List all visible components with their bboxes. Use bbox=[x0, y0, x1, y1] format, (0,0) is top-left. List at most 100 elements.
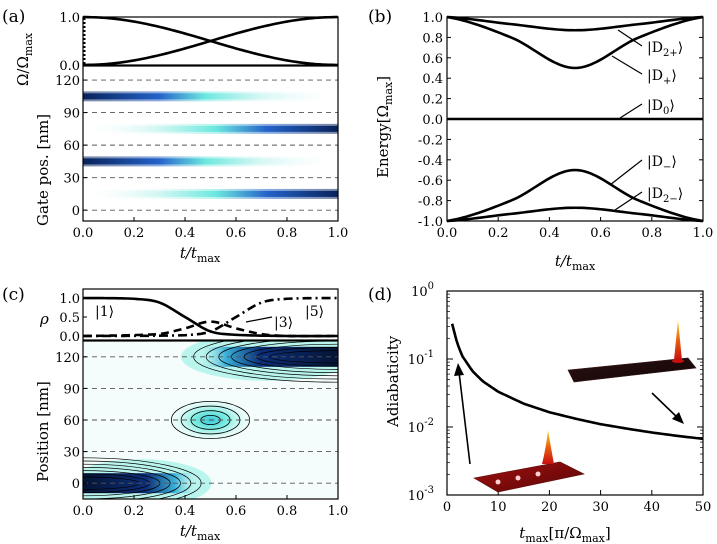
b-ket-3-sub: − bbox=[663, 162, 671, 173]
d-inset-lower-plane bbox=[473, 461, 585, 493]
c-blob-0-contour-6 bbox=[83, 460, 192, 499]
a-xtick-label-1: 0.2 bbox=[124, 226, 145, 241]
b-xlabel-main: t/t bbox=[555, 252, 573, 270]
b-ytick-label-4: 0.2 bbox=[422, 93, 443, 108]
b-ket-0-end: ⟩ bbox=[678, 40, 683, 56]
b-ytick-label-3: 0.4 bbox=[422, 72, 443, 87]
panel-c-label: (c) bbox=[2, 285, 25, 305]
b-ket-4-main: |D bbox=[647, 186, 663, 202]
c-bottom-xticks: 0.0 0.2 0.4 0.6 0.8 1.0 bbox=[73, 495, 349, 519]
panel-c-top-chart: 1.0 0.5 0.0 |1⟩ |3⟩ |5⟩ ρ bbox=[39, 288, 339, 345]
a-bottom-yticks: 120 90 60 30 0 bbox=[55, 74, 87, 219]
b-ytick-label-8: -0.6 bbox=[418, 174, 443, 189]
d-xtick-label-2: 20 bbox=[541, 500, 558, 515]
a-xlabel: t/tmax bbox=[180, 244, 221, 265]
panel-b-label: (b) bbox=[368, 7, 392, 27]
c-ket-3-pointer bbox=[245, 316, 273, 323]
c-top-ytick-label-0: 1.0 bbox=[59, 292, 80, 307]
b-xtick-label-3: 0.6 bbox=[590, 226, 611, 241]
d-inset-lower-bump-1 bbox=[495, 479, 501, 485]
c-bottom-blobs bbox=[83, 341, 338, 499]
b-ytick-label-10: -1.0 bbox=[418, 215, 443, 230]
b-ket-0-sub: 2+ bbox=[663, 48, 678, 59]
b-series-4 bbox=[446, 206, 704, 223]
c-xtick-label-5: 1.0 bbox=[328, 504, 349, 519]
a-band-2 bbox=[83, 125, 338, 132]
a-top-ylabel: Ω/Ωmax bbox=[14, 32, 35, 86]
a-band-1 bbox=[83, 158, 338, 165]
d-inset-lower-bump-2 bbox=[515, 475, 521, 481]
b-series-3 bbox=[446, 168, 704, 223]
c-xtick-label-1: 0.2 bbox=[124, 504, 145, 519]
d-xlabel-sub: max bbox=[525, 532, 549, 544]
d-xtick-label-1: 10 bbox=[490, 500, 507, 515]
c-bottom-dashes bbox=[83, 356, 338, 484]
a-bottom-frame bbox=[82, 65, 339, 222]
a-xtick-label-0: 0.0 bbox=[73, 226, 94, 241]
d-ytick-label-2-base: 10 bbox=[408, 421, 425, 436]
c-blob-2-contour-3 bbox=[243, 343, 338, 370]
d-ytick-label-1-base: 10 bbox=[408, 353, 425, 368]
c-bottom-ytick-label-0: 120 bbox=[55, 351, 80, 366]
d-ytick-label-1: 10-1 bbox=[408, 349, 434, 368]
d-inset-surface-lower bbox=[473, 430, 585, 493]
d-ytick-label-0-base: 10 bbox=[411, 285, 428, 300]
d-arrow-right-head bbox=[672, 412, 684, 424]
b-ytick-label-0: 1.0 bbox=[422, 11, 443, 26]
b-xtick-label-2: 0.4 bbox=[539, 226, 560, 241]
b-ket-3: |D−⟩ bbox=[647, 154, 677, 173]
c-ket-5: |5⟩ bbox=[305, 304, 324, 320]
c-bottom-yticks: 120 90 60 30 0 bbox=[55, 351, 87, 492]
d-xtick-label-3: 30 bbox=[592, 500, 609, 515]
d-ytick-label-2: 10-2 bbox=[408, 417, 434, 436]
b-xtick-label-0: 0.0 bbox=[437, 226, 458, 241]
b-series-1 bbox=[446, 15, 704, 70]
a-bottom-dashes bbox=[83, 79, 338, 211]
b-ytick-label-7: -0.4 bbox=[418, 154, 443, 169]
d-frame bbox=[446, 290, 704, 496]
c-xlabel: t/tmax bbox=[180, 522, 221, 543]
d-ytick-label-3: 10-3 bbox=[408, 485, 434, 504]
b-ket-2: |D0⟩ bbox=[647, 98, 675, 117]
a-xtick-label-5: 1.0 bbox=[328, 226, 349, 241]
d-inset-upper-peak-base bbox=[672, 359, 684, 363]
a-xlabel-sub: max bbox=[197, 252, 221, 265]
c-ket-3: |3⟩ bbox=[274, 315, 293, 331]
a-top-ylabel-sub: max bbox=[22, 32, 35, 56]
a-top-ylabel-main: Ω/Ω bbox=[14, 56, 32, 86]
d-ytick-label-3-exp: -3 bbox=[424, 485, 434, 496]
c-blob-2-contour-6 bbox=[205, 341, 338, 380]
d-series-adiabaticity bbox=[450, 323, 704, 441]
c-bottom-ylabel: Position [nm] bbox=[34, 381, 52, 482]
c-bottom-ytick-label-4: 0 bbox=[72, 477, 80, 492]
c-blob-0-contour-4 bbox=[83, 467, 171, 499]
b-ket-pointer-4 bbox=[614, 191, 643, 211]
b-series bbox=[446, 15, 704, 223]
c-bottom-ytick-label-1: 90 bbox=[63, 382, 80, 397]
d-xticks: 0 10 20 30 40 50 bbox=[443, 490, 711, 515]
b-yticks: 1.0 0.8 0.6 0.4 0.2 0.0 -0.2 -0.4 -0.6 -0.8 -1.0 bbox=[418, 11, 703, 230]
d-ylabel: Adiabaticity bbox=[384, 335, 402, 428]
d-arrow-left-shaft bbox=[458, 371, 471, 465]
b-ket-2-main: |D bbox=[647, 98, 663, 114]
panel-d-label: (d) bbox=[368, 285, 392, 305]
a-bottom-xticks: 0.0 0.2 0.4 0.6 0.8 1.0 bbox=[73, 217, 349, 241]
c-blob-2-contour-1 bbox=[268, 350, 338, 364]
c-ket-1: |1⟩ bbox=[95, 304, 114, 320]
b-ylabel-main: Energy[Ω bbox=[374, 105, 392, 178]
b-ket-pointer-0 bbox=[617, 29, 643, 47]
b-ytick-label-5: 0.0 bbox=[422, 113, 443, 128]
a-bottom-ytick-label-4: 0 bbox=[72, 204, 80, 219]
b-ylabel-end: ] bbox=[374, 76, 392, 82]
d-arrow-left-head bbox=[454, 363, 464, 376]
a-top-ylabel-0: 0.0 bbox=[59, 59, 80, 74]
d-arrow-right-shaft bbox=[651, 392, 681, 421]
c-xtick-label-2: 0.4 bbox=[175, 504, 196, 519]
b-ket-pointer-3 bbox=[609, 159, 643, 186]
c-xtick-label-0: 0.0 bbox=[73, 504, 94, 519]
d-inset-upper-peak bbox=[674, 320, 682, 360]
d-xlabel-rest-sub: max bbox=[582, 532, 606, 544]
a-xtick-label-4: 0.8 bbox=[277, 226, 298, 241]
